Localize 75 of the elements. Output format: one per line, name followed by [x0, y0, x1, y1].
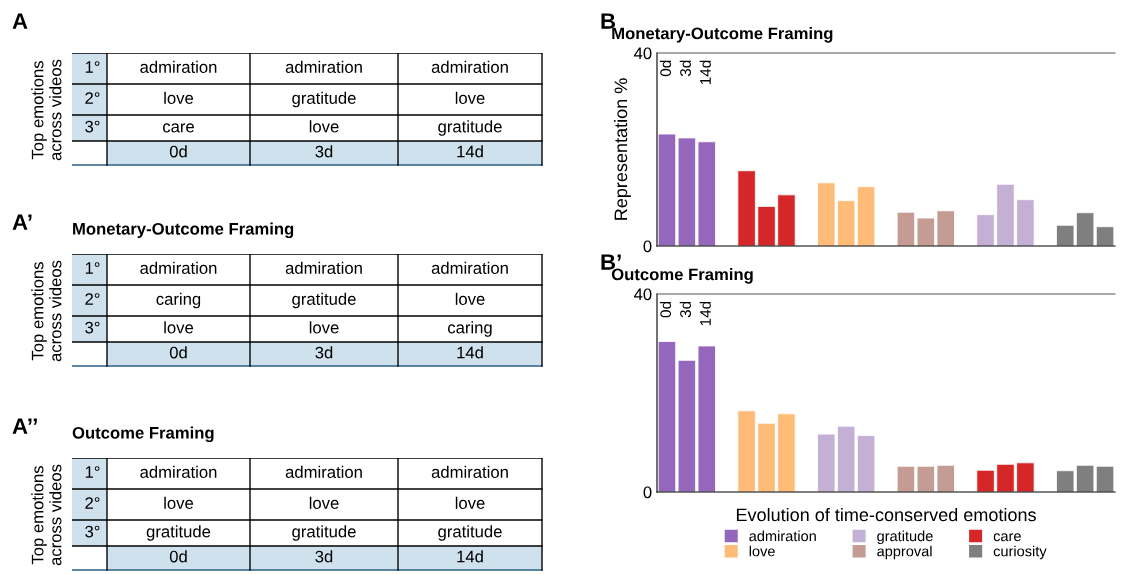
category-label: 2°: [85, 92, 100, 104]
text: love: [309, 496, 339, 509]
text: admiration: [431, 465, 508, 478]
text: admiration: [285, 261, 362, 274]
text: love: [164, 91, 194, 104]
category-label: 3d: [315, 145, 333, 158]
category-label: 1°: [85, 262, 100, 274]
text: love: [164, 496, 194, 509]
y-tick-label: 40: [633, 47, 652, 60]
text: admiration: [431, 60, 508, 73]
text: gratitude: [292, 91, 356, 108]
chart-title: Monetary-Outcome Framing: [612, 27, 833, 43]
text: admiration: [285, 465, 362, 478]
text: Monetary-Outcome Framing: [73, 222, 294, 239]
annotation: 0d: [659, 301, 672, 318]
category-label: 3°: [85, 525, 100, 538]
text: gratitude: [292, 525, 356, 541]
category-label: 3°: [85, 120, 100, 133]
category-label: 2°: [85, 497, 100, 509]
legend-label: love: [749, 545, 775, 557]
text: B: [601, 13, 616, 29]
annotation: 3d: [679, 301, 691, 318]
category-label: 0d: [169, 145, 187, 158]
text: love: [455, 496, 485, 509]
y-tick-label: 0: [643, 240, 652, 253]
category-label: 14d: [457, 346, 483, 359]
y-tick-label: 0: [643, 486, 652, 499]
text: A’: [12, 214, 32, 230]
legend-label: care: [993, 533, 1021, 542]
category-label: 14d: [457, 550, 483, 563]
annotation: 14d: [699, 60, 711, 85]
category-label: 1°: [85, 466, 100, 478]
category-label: 14d: [457, 145, 483, 158]
text: Top emotions across videos: [31, 464, 62, 566]
text: love: [164, 321, 194, 334]
legend-label: admiration: [749, 530, 816, 542]
text: gratitude: [292, 292, 356, 309]
text: admiration: [431, 261, 508, 274]
text: A: [12, 13, 28, 29]
text: caring: [156, 292, 201, 309]
text: love: [455, 292, 485, 305]
text: admiration: [140, 465, 217, 478]
text: love: [309, 321, 339, 334]
text: A’’: [12, 418, 37, 434]
text: admiration: [140, 60, 217, 73]
text: B’: [601, 254, 621, 270]
text: love: [455, 91, 485, 104]
annotation: 3d: [679, 60, 691, 77]
category-label: 3°: [85, 321, 100, 334]
chart-title: Outcome Framing: [611, 268, 753, 284]
category-label: 3d: [315, 550, 333, 563]
text: Top emotions across videos: [31, 59, 62, 161]
category-label: 2°: [85, 293, 100, 305]
annotation: 14d: [699, 301, 711, 326]
text: gratitude: [438, 525, 502, 541]
text: Outcome Framing: [72, 426, 214, 443]
legend-label: approval: [877, 545, 932, 560]
text: admiration: [140, 261, 217, 274]
text: gratitude: [438, 120, 502, 136]
category-label: 0d: [169, 550, 187, 563]
x-axis-title: Evolution of time-conserved emotions: [736, 507, 1036, 522]
legend-label: gratitude: [877, 530, 933, 545]
text: gratitude: [146, 525, 211, 541]
annotation: 0d: [659, 60, 672, 77]
legend-label: curiosity: [993, 545, 1047, 560]
category-label: 1°: [85, 61, 100, 73]
category-label: 0d: [169, 346, 187, 359]
text: admiration: [285, 60, 362, 73]
text: caring: [448, 321, 492, 337]
y-axis-title: Representation %: [613, 78, 631, 220]
category-label: 3d: [315, 346, 333, 359]
text: Top emotions across videos: [31, 260, 62, 362]
text: love: [309, 120, 339, 133]
text: care: [163, 123, 194, 133]
y-tick-label: 40: [633, 288, 652, 301]
